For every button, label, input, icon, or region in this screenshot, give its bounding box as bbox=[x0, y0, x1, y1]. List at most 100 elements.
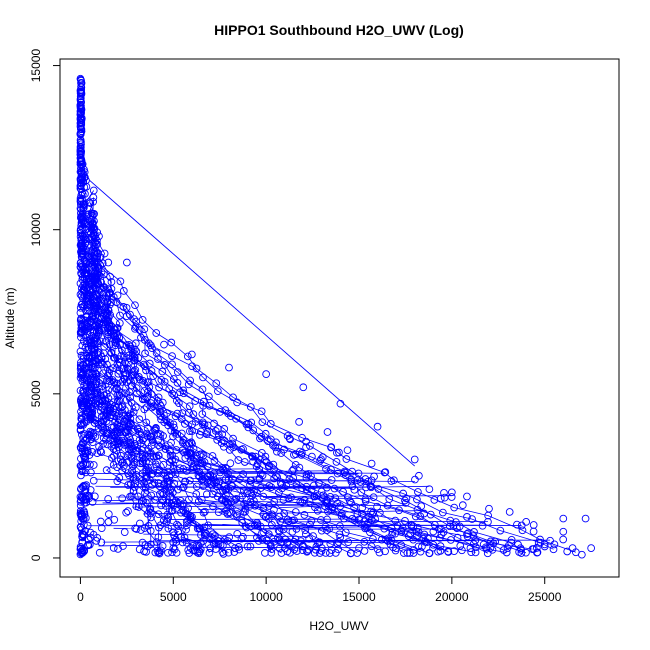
data-point bbox=[450, 547, 458, 555]
data-point bbox=[295, 418, 303, 426]
data-point bbox=[98, 419, 106, 428]
data-point bbox=[89, 197, 98, 206]
data-point bbox=[292, 480, 301, 489]
data-point bbox=[444, 547, 452, 556]
data-point bbox=[104, 332, 112, 341]
data-point bbox=[157, 415, 165, 424]
data-point bbox=[77, 512, 86, 521]
data-point bbox=[208, 481, 216, 490]
data-point bbox=[125, 388, 134, 396]
data-point bbox=[163, 515, 172, 523]
data-point bbox=[127, 419, 135, 428]
data-point bbox=[90, 345, 99, 354]
envelope-point bbox=[95, 232, 103, 241]
data-point bbox=[115, 409, 124, 418]
data-point bbox=[118, 494, 127, 503]
data-point bbox=[130, 458, 138, 467]
data-point bbox=[323, 515, 331, 524]
data-point bbox=[176, 388, 184, 397]
data-point bbox=[172, 538, 181, 546]
data-point bbox=[225, 508, 234, 517]
data-point bbox=[161, 445, 170, 453]
data-point bbox=[186, 448, 194, 457]
data-point bbox=[323, 496, 332, 505]
data-point bbox=[89, 314, 98, 323]
data-point bbox=[103, 308, 112, 317]
data-point bbox=[249, 457, 257, 466]
data-point bbox=[81, 397, 90, 406]
data-point bbox=[307, 516, 316, 525]
data-point bbox=[219, 541, 227, 550]
data-point bbox=[375, 548, 384, 557]
data-point bbox=[214, 540, 223, 548]
data-point bbox=[484, 518, 492, 526]
data-point bbox=[157, 501, 166, 510]
data-point bbox=[109, 544, 118, 552]
data-point bbox=[77, 314, 86, 323]
data-point bbox=[87, 280, 96, 289]
data-point bbox=[145, 383, 154, 392]
data-point bbox=[205, 548, 214, 557]
data-point bbox=[336, 502, 345, 510]
data-point bbox=[210, 419, 218, 428]
data-point bbox=[89, 363, 97, 372]
data-point bbox=[223, 537, 232, 545]
data-point bbox=[88, 448, 96, 456]
data-point bbox=[409, 549, 418, 557]
data-point bbox=[77, 191, 86, 200]
data-point bbox=[273, 447, 281, 456]
data-point bbox=[159, 496, 168, 505]
data-point bbox=[110, 378, 119, 387]
data-point bbox=[77, 181, 85, 190]
data-point bbox=[123, 364, 132, 373]
data-point bbox=[262, 458, 271, 466]
data-point bbox=[357, 488, 366, 497]
data-point bbox=[119, 303, 128, 311]
chart-title: HIPPO1 Southbound H2O_UWV (Log) bbox=[214, 22, 464, 38]
data-point bbox=[246, 542, 255, 551]
data-point bbox=[298, 433, 306, 442]
data-point bbox=[122, 303, 131, 312]
data-point bbox=[366, 482, 375, 490]
data-point bbox=[271, 443, 280, 452]
data-point bbox=[167, 338, 176, 347]
data-point bbox=[463, 492, 471, 501]
data-point bbox=[381, 547, 389, 556]
data-point bbox=[156, 412, 165, 420]
x-tick-label: 5000 bbox=[160, 590, 187, 604]
data-point bbox=[209, 502, 217, 511]
data-point bbox=[127, 453, 136, 462]
data-point bbox=[101, 414, 110, 422]
data-point bbox=[240, 458, 249, 466]
data-point bbox=[121, 428, 130, 437]
data-point bbox=[108, 431, 116, 440]
low-level-point bbox=[355, 544, 363, 552]
envelope-point bbox=[410, 455, 419, 464]
data-point bbox=[159, 432, 167, 440]
data-point bbox=[488, 545, 497, 554]
data-point bbox=[348, 482, 357, 491]
data-point bbox=[99, 270, 108, 279]
data-point bbox=[307, 486, 316, 494]
data-point bbox=[144, 521, 153, 530]
data-point bbox=[132, 446, 141, 455]
data-point bbox=[169, 528, 178, 537]
data-point bbox=[156, 407, 165, 416]
data-point bbox=[182, 521, 191, 530]
data-point bbox=[87, 241, 95, 250]
data-point bbox=[233, 398, 241, 407]
data-point bbox=[86, 383, 94, 391]
data-point bbox=[184, 510, 192, 519]
data-point bbox=[220, 482, 229, 491]
data-point bbox=[77, 363, 86, 372]
data-point bbox=[507, 538, 516, 547]
data-point bbox=[516, 544, 525, 553]
data-point bbox=[187, 438, 196, 447]
data-point bbox=[411, 475, 419, 484]
data-point bbox=[131, 524, 140, 533]
data-point bbox=[446, 516, 455, 525]
data-point bbox=[154, 548, 163, 557]
data-point bbox=[148, 403, 156, 412]
data-point bbox=[92, 358, 101, 366]
data-point bbox=[254, 537, 263, 545]
